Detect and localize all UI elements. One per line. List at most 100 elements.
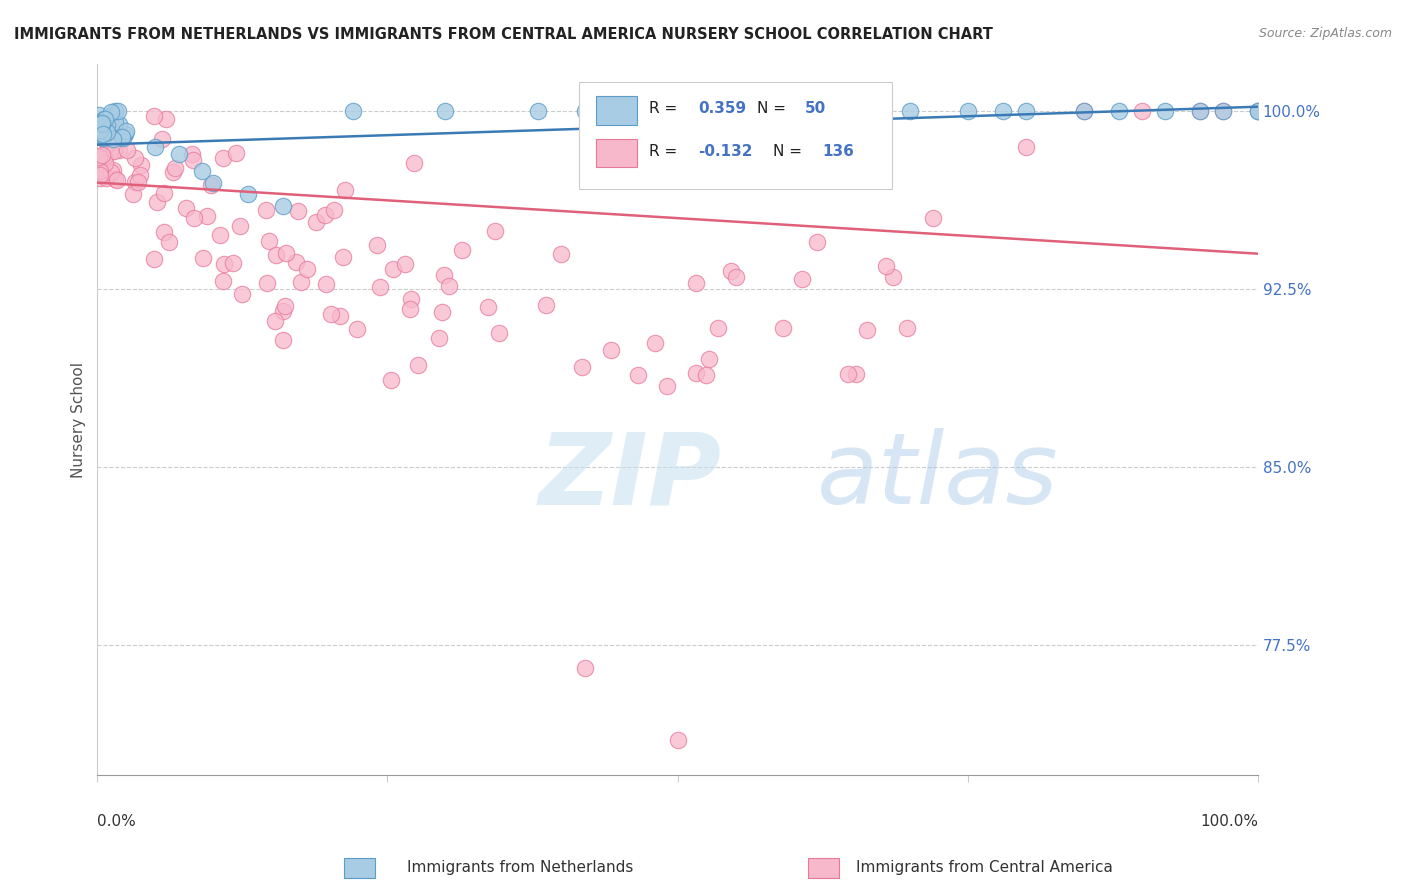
Point <box>1015 104 1038 119</box>
Point <box>145 140 167 154</box>
Point <box>666 732 689 747</box>
Point <box>191 252 214 266</box>
Point <box>1212 104 1234 119</box>
Point <box>93 120 115 134</box>
Point <box>183 211 205 225</box>
Point <box>896 321 918 335</box>
Point <box>882 270 904 285</box>
Point <box>100 145 122 159</box>
Point <box>91 127 114 141</box>
Point <box>346 322 368 336</box>
Point <box>167 147 190 161</box>
Point <box>427 331 450 345</box>
Point <box>1188 104 1211 119</box>
Point <box>295 261 318 276</box>
Point <box>103 144 125 158</box>
Point <box>439 279 461 293</box>
Point <box>108 117 131 131</box>
Point <box>856 323 879 337</box>
Point <box>290 275 312 289</box>
Point <box>394 257 416 271</box>
Point <box>127 175 149 189</box>
Point <box>104 172 127 186</box>
Point <box>115 144 138 158</box>
Point <box>162 165 184 179</box>
Point <box>488 326 510 340</box>
Point <box>434 104 457 119</box>
Point <box>274 299 297 313</box>
Point <box>550 247 572 261</box>
Point <box>107 104 129 119</box>
Point <box>720 264 742 278</box>
Point <box>430 305 453 319</box>
Point <box>1130 104 1153 119</box>
Point <box>129 158 152 172</box>
Point <box>527 104 550 119</box>
Point <box>314 208 336 222</box>
Bar <box>596 139 637 167</box>
Point <box>91 116 114 130</box>
Point <box>644 336 666 351</box>
Point <box>366 238 388 252</box>
Point <box>484 224 506 238</box>
Point <box>1247 104 1270 119</box>
Point <box>200 178 222 193</box>
Point <box>382 262 405 277</box>
Text: atlas: atlas <box>817 428 1059 525</box>
Point <box>408 359 430 373</box>
Point <box>571 359 593 374</box>
Point <box>180 146 202 161</box>
Point <box>273 333 295 347</box>
Point <box>599 343 621 357</box>
Point <box>143 252 166 267</box>
Point <box>254 203 277 218</box>
Point <box>97 109 120 123</box>
Point <box>208 227 231 242</box>
Point <box>399 292 422 306</box>
Point <box>155 112 177 127</box>
Point <box>96 136 118 151</box>
Point <box>100 165 122 179</box>
Point <box>163 161 186 175</box>
Point <box>150 132 173 146</box>
Point <box>399 301 422 316</box>
Point <box>574 661 596 675</box>
Point <box>477 300 499 314</box>
Point <box>212 152 235 166</box>
Point <box>433 268 456 282</box>
Point <box>898 104 921 119</box>
Text: IMMIGRANTS FROM NETHERLANDS VS IMMIGRANTS FROM CENTRAL AMERICA NURSERY SCHOOL CO: IMMIGRANTS FROM NETHERLANDS VS IMMIGRANT… <box>14 27 993 42</box>
Point <box>111 129 134 144</box>
Point <box>100 117 122 131</box>
Point <box>332 250 354 264</box>
Text: 100.0%: 100.0% <box>1199 814 1258 830</box>
Point <box>89 123 111 137</box>
Point <box>87 108 110 122</box>
Point <box>782 104 804 119</box>
Point <box>91 131 114 145</box>
Point <box>685 366 707 380</box>
Point <box>93 129 115 144</box>
Point <box>285 255 308 269</box>
Text: Immigrants from Netherlands: Immigrants from Netherlands <box>406 860 634 874</box>
Point <box>195 209 218 223</box>
Point <box>1073 104 1095 119</box>
Point <box>101 132 124 146</box>
Point <box>191 163 214 178</box>
Point <box>451 243 474 257</box>
Point <box>276 246 298 260</box>
Point <box>695 368 717 383</box>
Point <box>845 367 868 381</box>
Point <box>91 114 114 128</box>
Point <box>319 307 342 321</box>
Point <box>1188 104 1211 119</box>
Text: Immigrants from Central America: Immigrants from Central America <box>856 860 1112 874</box>
Point <box>323 202 346 217</box>
Point <box>124 175 146 189</box>
Point <box>94 112 117 127</box>
Point <box>225 146 247 161</box>
Point <box>89 168 111 182</box>
Point <box>89 170 111 185</box>
Point <box>305 215 328 229</box>
Point <box>94 171 117 186</box>
